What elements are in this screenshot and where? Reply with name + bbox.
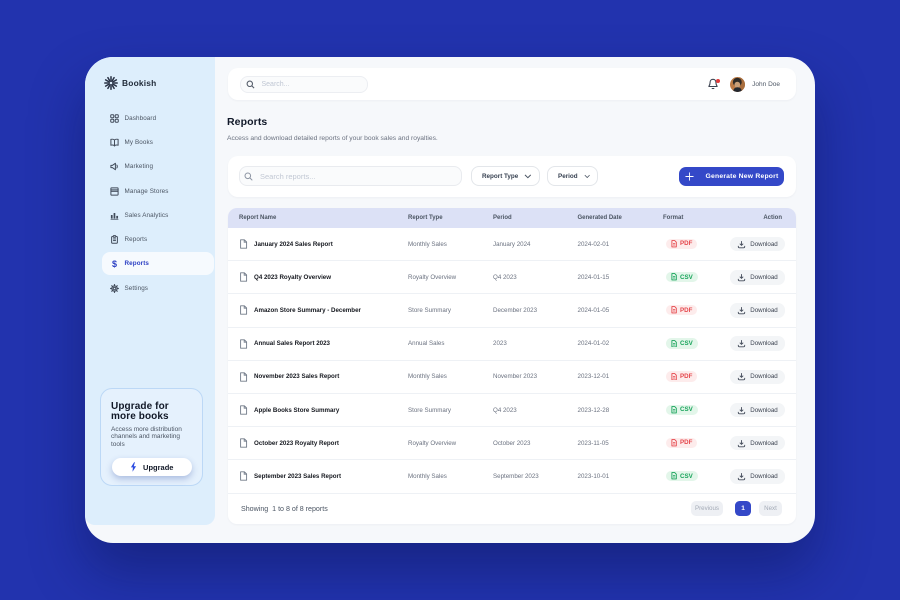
svg-text:$: $ xyxy=(112,259,117,268)
